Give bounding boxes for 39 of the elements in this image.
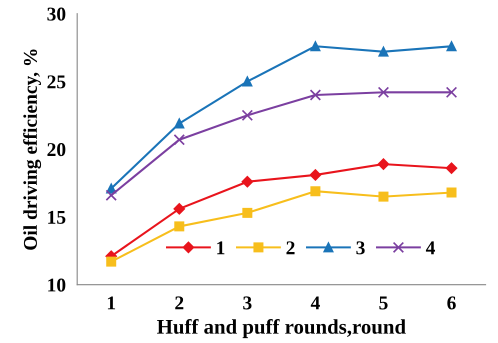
point bbox=[310, 169, 322, 181]
point bbox=[174, 134, 185, 146]
point bbox=[378, 46, 388, 57]
legend-label: 3 bbox=[356, 241, 365, 254]
point bbox=[242, 76, 252, 86]
y-tick-label: 15 bbox=[48, 210, 66, 224]
legend-label: 4 bbox=[426, 241, 436, 254]
point bbox=[310, 89, 322, 101]
legend-label: 1 bbox=[217, 241, 224, 254]
point bbox=[242, 208, 252, 218]
point bbox=[378, 192, 388, 202]
point bbox=[378, 86, 390, 98]
point bbox=[174, 203, 186, 215]
legend-label: 2 bbox=[286, 241, 295, 254]
point bbox=[106, 256, 116, 267]
x-tick-label: 2 bbox=[175, 296, 184, 310]
x-tick-label: 3 bbox=[243, 296, 252, 310]
x-tick-label: 1 bbox=[108, 296, 116, 310]
point bbox=[106, 190, 117, 201]
point bbox=[310, 41, 320, 52]
y-tick-label: 25 bbox=[47, 75, 66, 88]
point bbox=[446, 41, 457, 52]
x-tick-label: 4 bbox=[310, 296, 320, 310]
y-tick-label: 20 bbox=[47, 143, 66, 156]
y-tick-label: 30 bbox=[47, 8, 66, 21]
x-axis-title: Huff and puff rounds,round bbox=[157, 318, 406, 338]
point bbox=[174, 118, 184, 128]
point bbox=[446, 188, 457, 198]
point bbox=[310, 186, 320, 196]
point bbox=[242, 110, 254, 122]
point bbox=[446, 86, 458, 98]
point bbox=[378, 158, 390, 170]
point bbox=[174, 221, 184, 232]
point bbox=[242, 176, 254, 188]
y-tick-label: 10 bbox=[48, 278, 66, 292]
point bbox=[446, 162, 458, 174]
x-tick-label: 5 bbox=[379, 296, 388, 310]
y-axis-title: Oil driving efficiency, % bbox=[23, 49, 42, 250]
x-tick-label: 6 bbox=[447, 296, 456, 310]
